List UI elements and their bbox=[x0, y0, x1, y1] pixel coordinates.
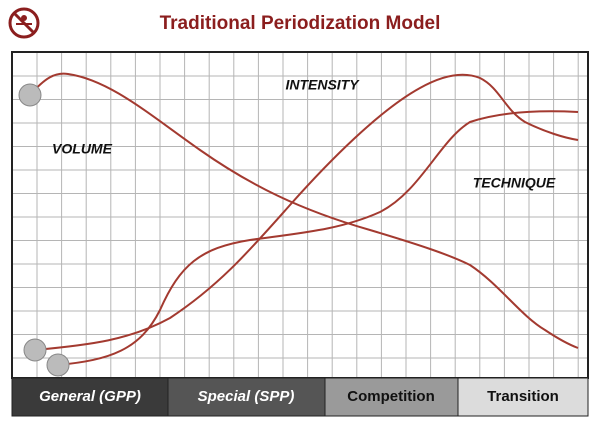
curve-label: VOLUME bbox=[52, 141, 113, 157]
curve-label: INTENSITY bbox=[285, 77, 360, 93]
intensity-ball bbox=[23, 338, 47, 362]
grid bbox=[13, 53, 587, 377]
plot-area bbox=[11, 51, 589, 379]
phase-cell bbox=[167, 377, 326, 417]
phase-label: Transition bbox=[487, 388, 559, 405]
logo bbox=[8, 7, 40, 39]
phase-label: General (GPP) bbox=[39, 388, 141, 405]
technique-curve bbox=[57, 110, 579, 366]
phase-bar: General (GPP) Special (SPP) Competition … bbox=[11, 377, 589, 417]
curve-label: TECHNIQUE bbox=[473, 175, 556, 191]
technique-ball bbox=[46, 353, 70, 377]
phase-label: Special (SPP) bbox=[198, 388, 295, 405]
volume-ball bbox=[18, 83, 42, 107]
title: Traditional Periodization Model bbox=[160, 13, 441, 34]
phase-cell bbox=[324, 377, 459, 417]
phase-cell bbox=[457, 377, 589, 417]
phase-label: Competition bbox=[347, 388, 435, 405]
